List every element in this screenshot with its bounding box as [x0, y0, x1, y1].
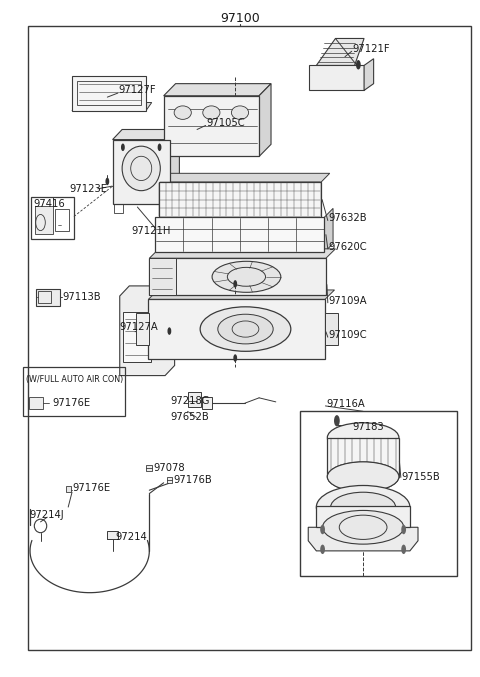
- Ellipse shape: [233, 280, 237, 288]
- Text: 97116A: 97116A: [326, 399, 365, 409]
- Ellipse shape: [233, 354, 237, 362]
- Text: 97176E: 97176E: [72, 483, 110, 493]
- Ellipse shape: [157, 144, 161, 151]
- Polygon shape: [148, 290, 335, 299]
- Ellipse shape: [122, 146, 160, 191]
- Bar: [136, 313, 149, 345]
- Ellipse shape: [212, 261, 281, 292]
- Ellipse shape: [331, 492, 396, 522]
- Polygon shape: [72, 102, 152, 110]
- Ellipse shape: [121, 144, 125, 151]
- Ellipse shape: [203, 106, 220, 119]
- Bar: [114, 204, 123, 213]
- Polygon shape: [309, 66, 364, 91]
- Ellipse shape: [231, 106, 249, 119]
- Ellipse shape: [327, 462, 399, 492]
- Text: (W/FULL AUTO AIR CON): (W/FULL AUTO AIR CON): [25, 375, 123, 384]
- Ellipse shape: [327, 462, 399, 492]
- Ellipse shape: [334, 415, 340, 427]
- Ellipse shape: [323, 510, 404, 544]
- Text: 97127F: 97127F: [118, 85, 156, 95]
- Text: 97214J: 97214J: [29, 510, 64, 520]
- Bar: [149, 258, 326, 295]
- Ellipse shape: [106, 177, 109, 185]
- Text: 97105C: 97105C: [206, 118, 245, 128]
- Text: 97652B: 97652B: [171, 412, 210, 422]
- Bar: [146, 464, 152, 471]
- Text: 97620C: 97620C: [328, 242, 367, 252]
- Polygon shape: [159, 173, 330, 182]
- Bar: [300, 411, 457, 576]
- Bar: [155, 217, 324, 253]
- Ellipse shape: [168, 327, 171, 335]
- Polygon shape: [149, 249, 336, 258]
- Text: 97218G: 97218G: [171, 395, 210, 406]
- Bar: [149, 258, 176, 295]
- Text: 97214: 97214: [115, 532, 147, 542]
- Text: 97127A: 97127A: [120, 322, 158, 332]
- Polygon shape: [120, 286, 175, 376]
- Bar: [36, 288, 60, 306]
- Bar: [29, 397, 43, 410]
- Bar: [202, 397, 212, 410]
- Text: 97121F: 97121F: [352, 43, 390, 53]
- Ellipse shape: [218, 314, 273, 344]
- Bar: [66, 486, 71, 492]
- Ellipse shape: [200, 307, 291, 351]
- Bar: [148, 299, 325, 359]
- Ellipse shape: [356, 60, 361, 70]
- Polygon shape: [364, 59, 373, 91]
- Ellipse shape: [320, 544, 325, 554]
- Text: 97100: 97100: [220, 12, 260, 25]
- Ellipse shape: [174, 106, 192, 119]
- Text: 97109C: 97109C: [328, 330, 367, 340]
- Bar: [23, 368, 125, 416]
- Polygon shape: [324, 209, 333, 253]
- Bar: [327, 437, 399, 477]
- Text: 97123E: 97123E: [69, 184, 107, 194]
- Bar: [113, 139, 170, 204]
- Polygon shape: [164, 84, 271, 95]
- Text: 97176B: 97176B: [173, 475, 212, 485]
- Bar: [122, 311, 151, 362]
- Ellipse shape: [401, 544, 406, 554]
- Bar: [55, 209, 69, 231]
- Bar: [316, 506, 410, 527]
- Text: 97416: 97416: [34, 198, 66, 209]
- Text: 97121H: 97121H: [131, 225, 170, 236]
- Text: 97113B: 97113B: [62, 292, 101, 302]
- Bar: [31, 197, 74, 239]
- Bar: [108, 531, 118, 540]
- Bar: [167, 477, 172, 483]
- Ellipse shape: [316, 485, 410, 529]
- Polygon shape: [259, 84, 271, 156]
- Text: 97183: 97183: [352, 422, 384, 433]
- Ellipse shape: [327, 422, 399, 452]
- Bar: [164, 95, 259, 156]
- Polygon shape: [316, 39, 364, 66]
- Text: 97176E: 97176E: [52, 398, 91, 408]
- Polygon shape: [113, 129, 180, 139]
- Bar: [72, 76, 146, 110]
- Bar: [35, 206, 53, 234]
- Ellipse shape: [320, 525, 325, 534]
- Ellipse shape: [401, 525, 406, 534]
- Bar: [159, 182, 321, 217]
- Text: 97078: 97078: [153, 463, 185, 473]
- Text: 97632B: 97632B: [328, 213, 367, 223]
- Text: 97109A: 97109A: [328, 296, 367, 306]
- Bar: [37, 291, 51, 303]
- Bar: [159, 204, 169, 213]
- Bar: [77, 81, 141, 105]
- Bar: [188, 393, 201, 408]
- Polygon shape: [170, 129, 180, 204]
- Polygon shape: [308, 527, 418, 551]
- Text: 97155B: 97155B: [401, 472, 440, 482]
- Bar: [325, 313, 338, 345]
